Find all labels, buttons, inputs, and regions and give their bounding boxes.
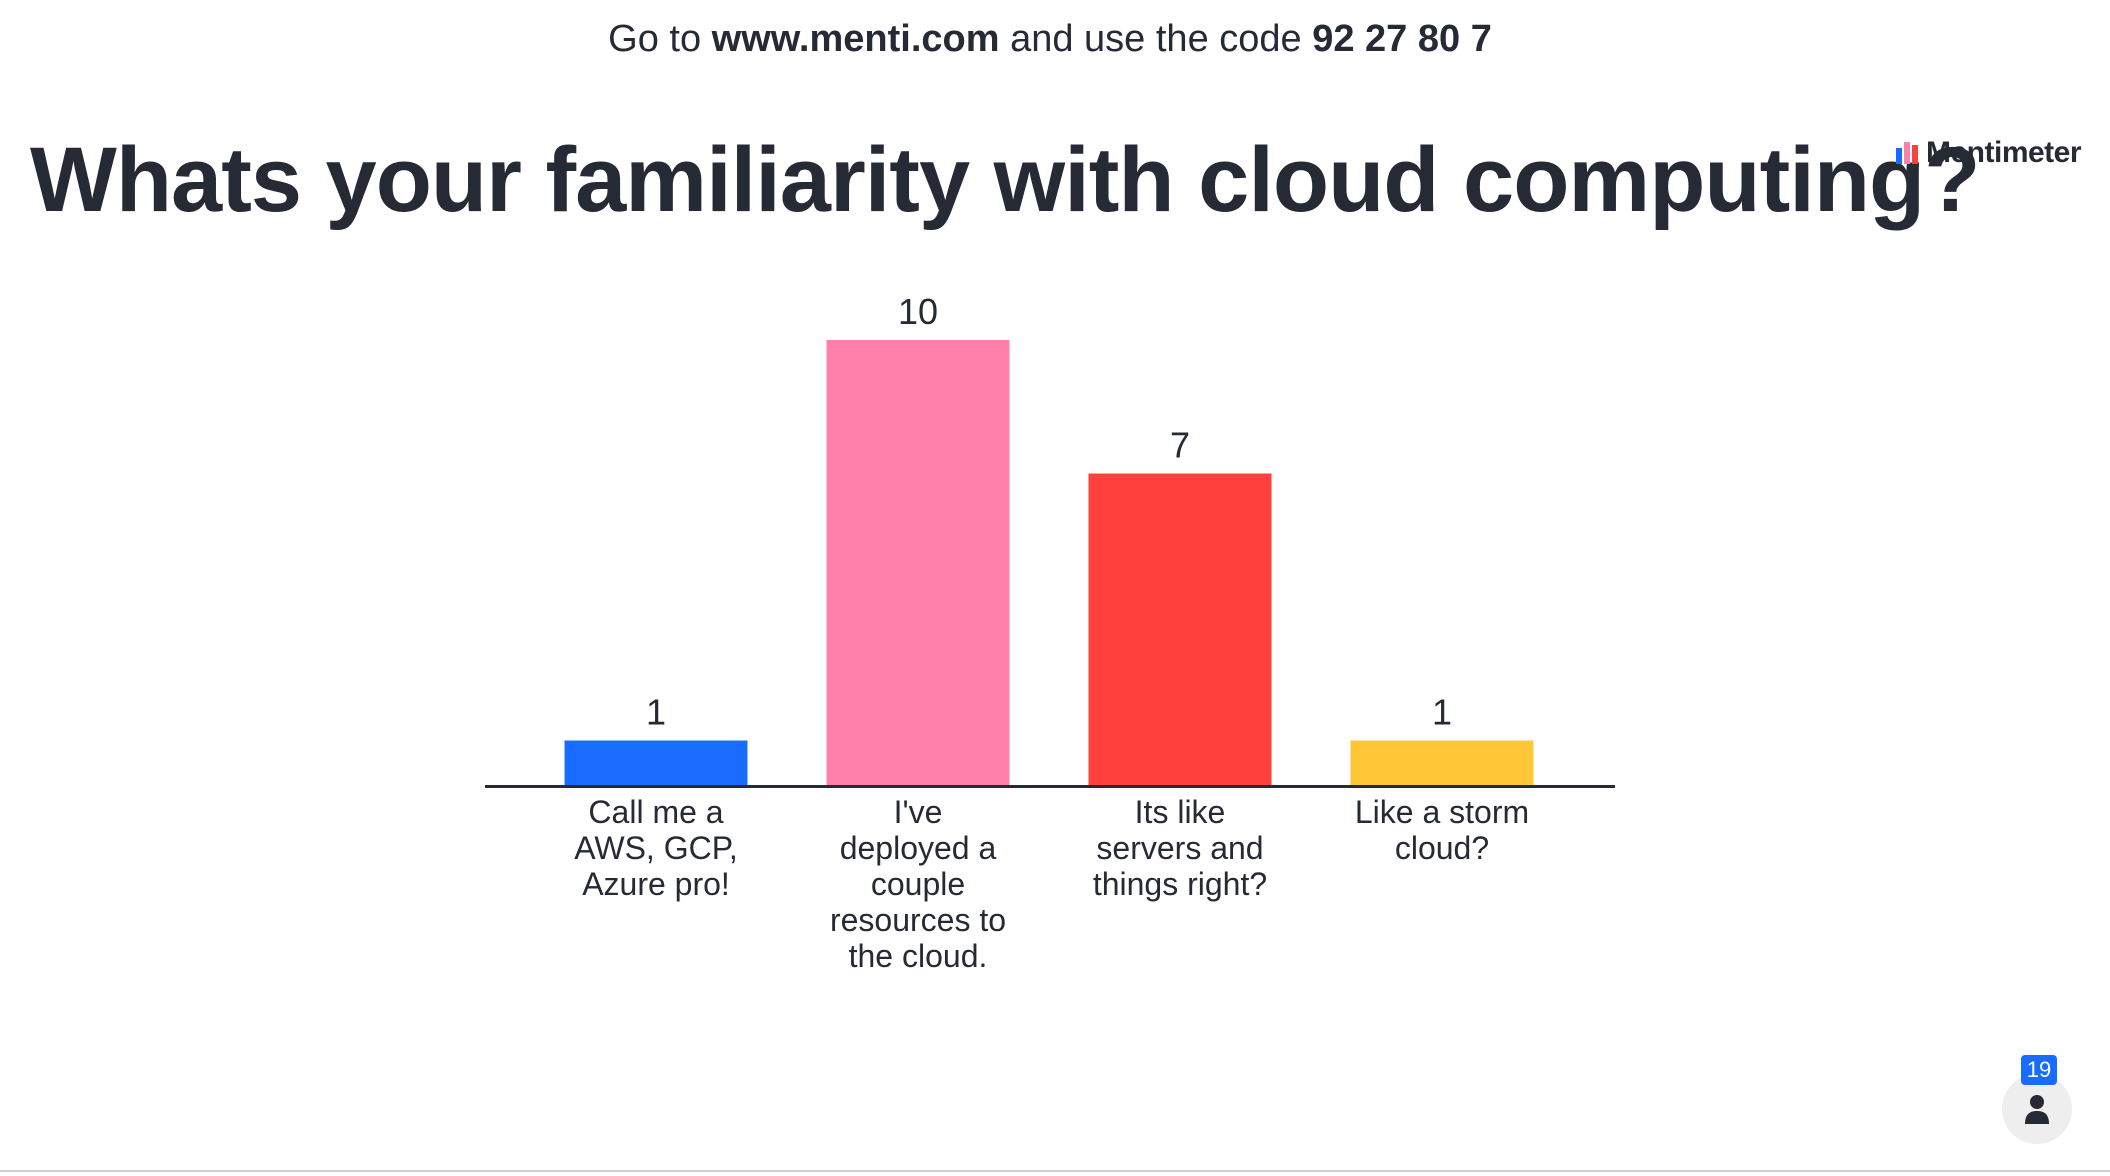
join-url[interactable]: www.menti.com [711,18,1000,60]
mentimeter-logo-icon [1896,142,1918,164]
person-icon [2025,1095,2049,1124]
join-middle: and use the code [999,18,1313,60]
category-label-line: Azure pro! [582,866,730,902]
category-label-line: couple [871,866,965,902]
category-label: Like a storm cloud? [1355,794,1529,866]
category-label-line: I've [894,794,943,830]
category-label-line: cloud? [1395,830,1489,866]
category-label: I've deployed a couple resources to the clou… [830,794,1006,974]
category-label-line: resources to [830,902,1006,938]
chart-title: Whats your familiarity with cloud comput… [30,129,1980,231]
bottom-divider [0,1170,2110,1172]
bar-1 [564,740,748,785]
category-label-line: things right? [1093,866,1267,902]
category-label-line: the cloud. [849,938,988,974]
category-label-line: Its like [1135,794,1226,830]
bar-value-label: 10 [898,291,938,332]
bar-4 [1350,740,1534,785]
bar-value-label: 1 [646,692,666,733]
participants-button[interactable] [2002,1074,2072,1144]
category-label: Call me a AWS, GCP, Azure pro! [574,794,738,902]
join-code: 92 27 80 7 [1312,18,1492,60]
category-label: Its like servers and things right? [1093,794,1267,902]
participant-count-badge: 19 [2021,1055,2057,1085]
brand-name: Mentimeter [1926,136,2082,169]
category-label-line: Like a storm [1355,794,1529,830]
category-label-line: AWS, GCP, [574,830,738,866]
bar-value-label: 1 [1432,692,1452,733]
brand-logo: Mentimeter [1896,136,2082,170]
category-label-line: servers and [1096,830,1263,866]
category-label-line: deployed a [840,830,997,866]
category-label-line: Call me a [588,794,723,830]
bar-3 [1088,473,1272,785]
join-prefix: Go to [608,18,712,60]
bar-value-label: 7 [1170,425,1190,466]
join-instructions: Go to www.menti.com and use the code 92 … [0,18,2100,61]
bar-2 [826,340,1010,785]
